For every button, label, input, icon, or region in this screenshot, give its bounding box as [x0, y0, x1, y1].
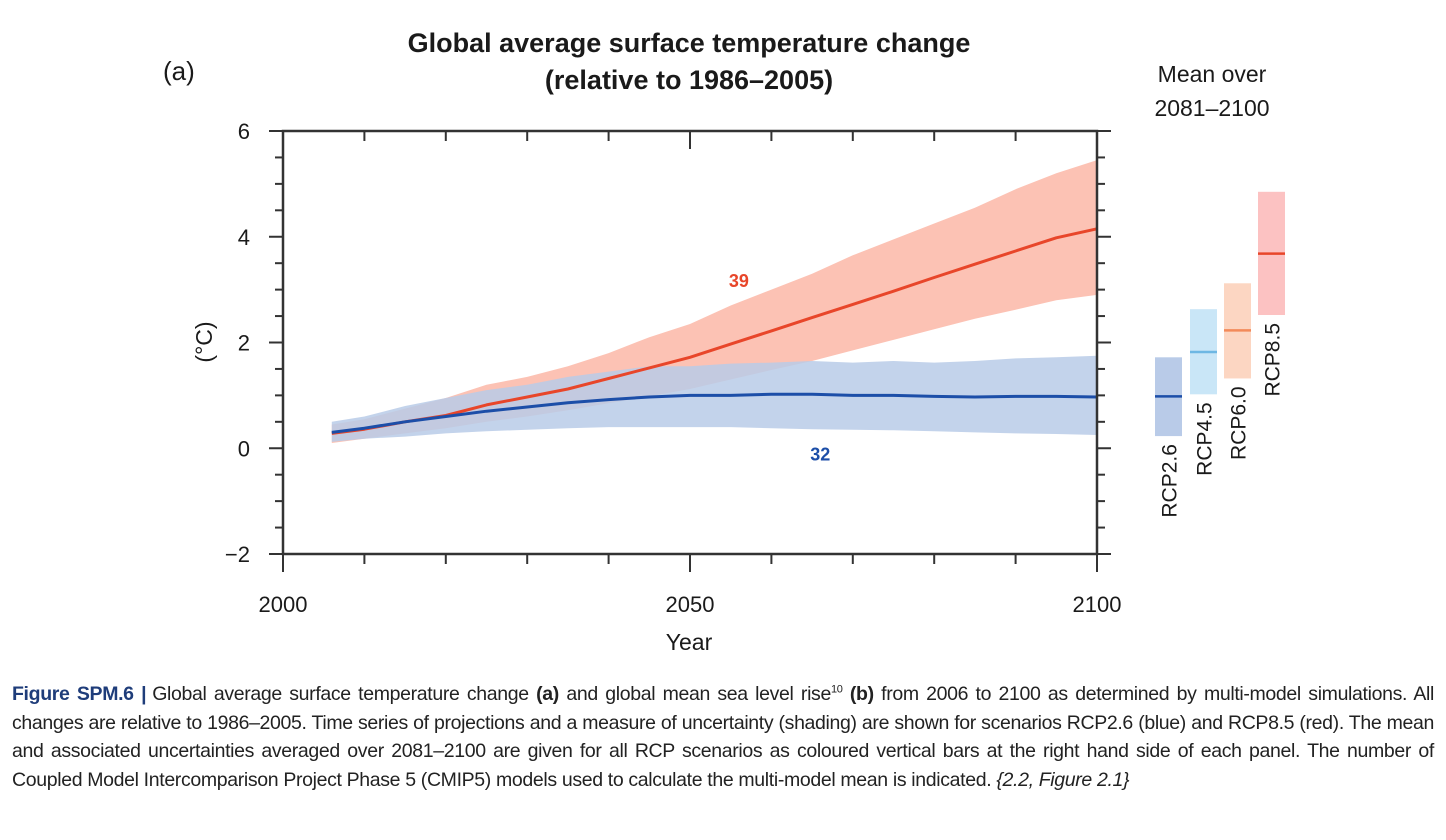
caption-separator: | — [141, 683, 147, 705]
rcp26-uncertainty-band — [331, 355, 1097, 442]
caption-reference: {2.2, Figure 2.1} — [996, 768, 1130, 791]
x-tick-label: 2000 — [259, 592, 308, 617]
rcp85-model-count: 39 — [729, 271, 749, 291]
side-panel-title-line1: Mean over — [1158, 61, 1267, 87]
temperature-figure: (a) Global average surface temperature c… — [163, 28, 1285, 655]
rcp85-bar-label: RCP8.5 — [1262, 323, 1285, 397]
side-panel-title-line2: 2081–2100 — [1154, 95, 1269, 121]
caption-text-2: and global mean sea level rise — [558, 683, 831, 705]
panel-label: (a) — [163, 56, 195, 86]
rcp85-mean-line — [331, 227, 1098, 435]
rcp26-model-count: 32 — [810, 444, 830, 464]
x-tick-label: 2050 — [666, 592, 715, 617]
caption-text-1: Global average surface temperature chang… — [152, 683, 537, 705]
chart-title: Global average surface temperature chang… — [408, 28, 971, 58]
caption-panel-a: (a) — [536, 683, 559, 705]
y-axis-label: (°C) — [191, 321, 217, 362]
y-tick-label: 6 — [238, 119, 250, 144]
figure-caption: Figure SPM.6 | Global average surface tem… — [12, 680, 1434, 794]
y-tick-label: 0 — [238, 436, 250, 461]
caption-label: Figure SPM.6 — [12, 683, 134, 705]
caption-panel-b: (b) — [849, 683, 874, 705]
y-tick-label: −2 — [225, 542, 250, 567]
rcp26-bar-label: RCP2.6 — [1159, 444, 1182, 518]
rcp26-mean-line — [331, 392, 1098, 434]
y-tick-label: 4 — [238, 225, 250, 250]
rcp45-bar-label: RCP4.5 — [1194, 402, 1217, 476]
rcp60-bar-label: RCP6.0 — [1228, 386, 1251, 460]
y-tick-label: 2 — [238, 331, 250, 356]
x-tick-label: 2100 — [1073, 592, 1122, 617]
caption-footnote: 10 — [830, 683, 843, 696]
x-axis-label: Year — [666, 629, 713, 655]
chart-subtitle: (relative to 1986–2005) — [545, 65, 833, 95]
caption-text-3: from 2006 to 2100 as determined by multi… — [12, 683, 1434, 791]
